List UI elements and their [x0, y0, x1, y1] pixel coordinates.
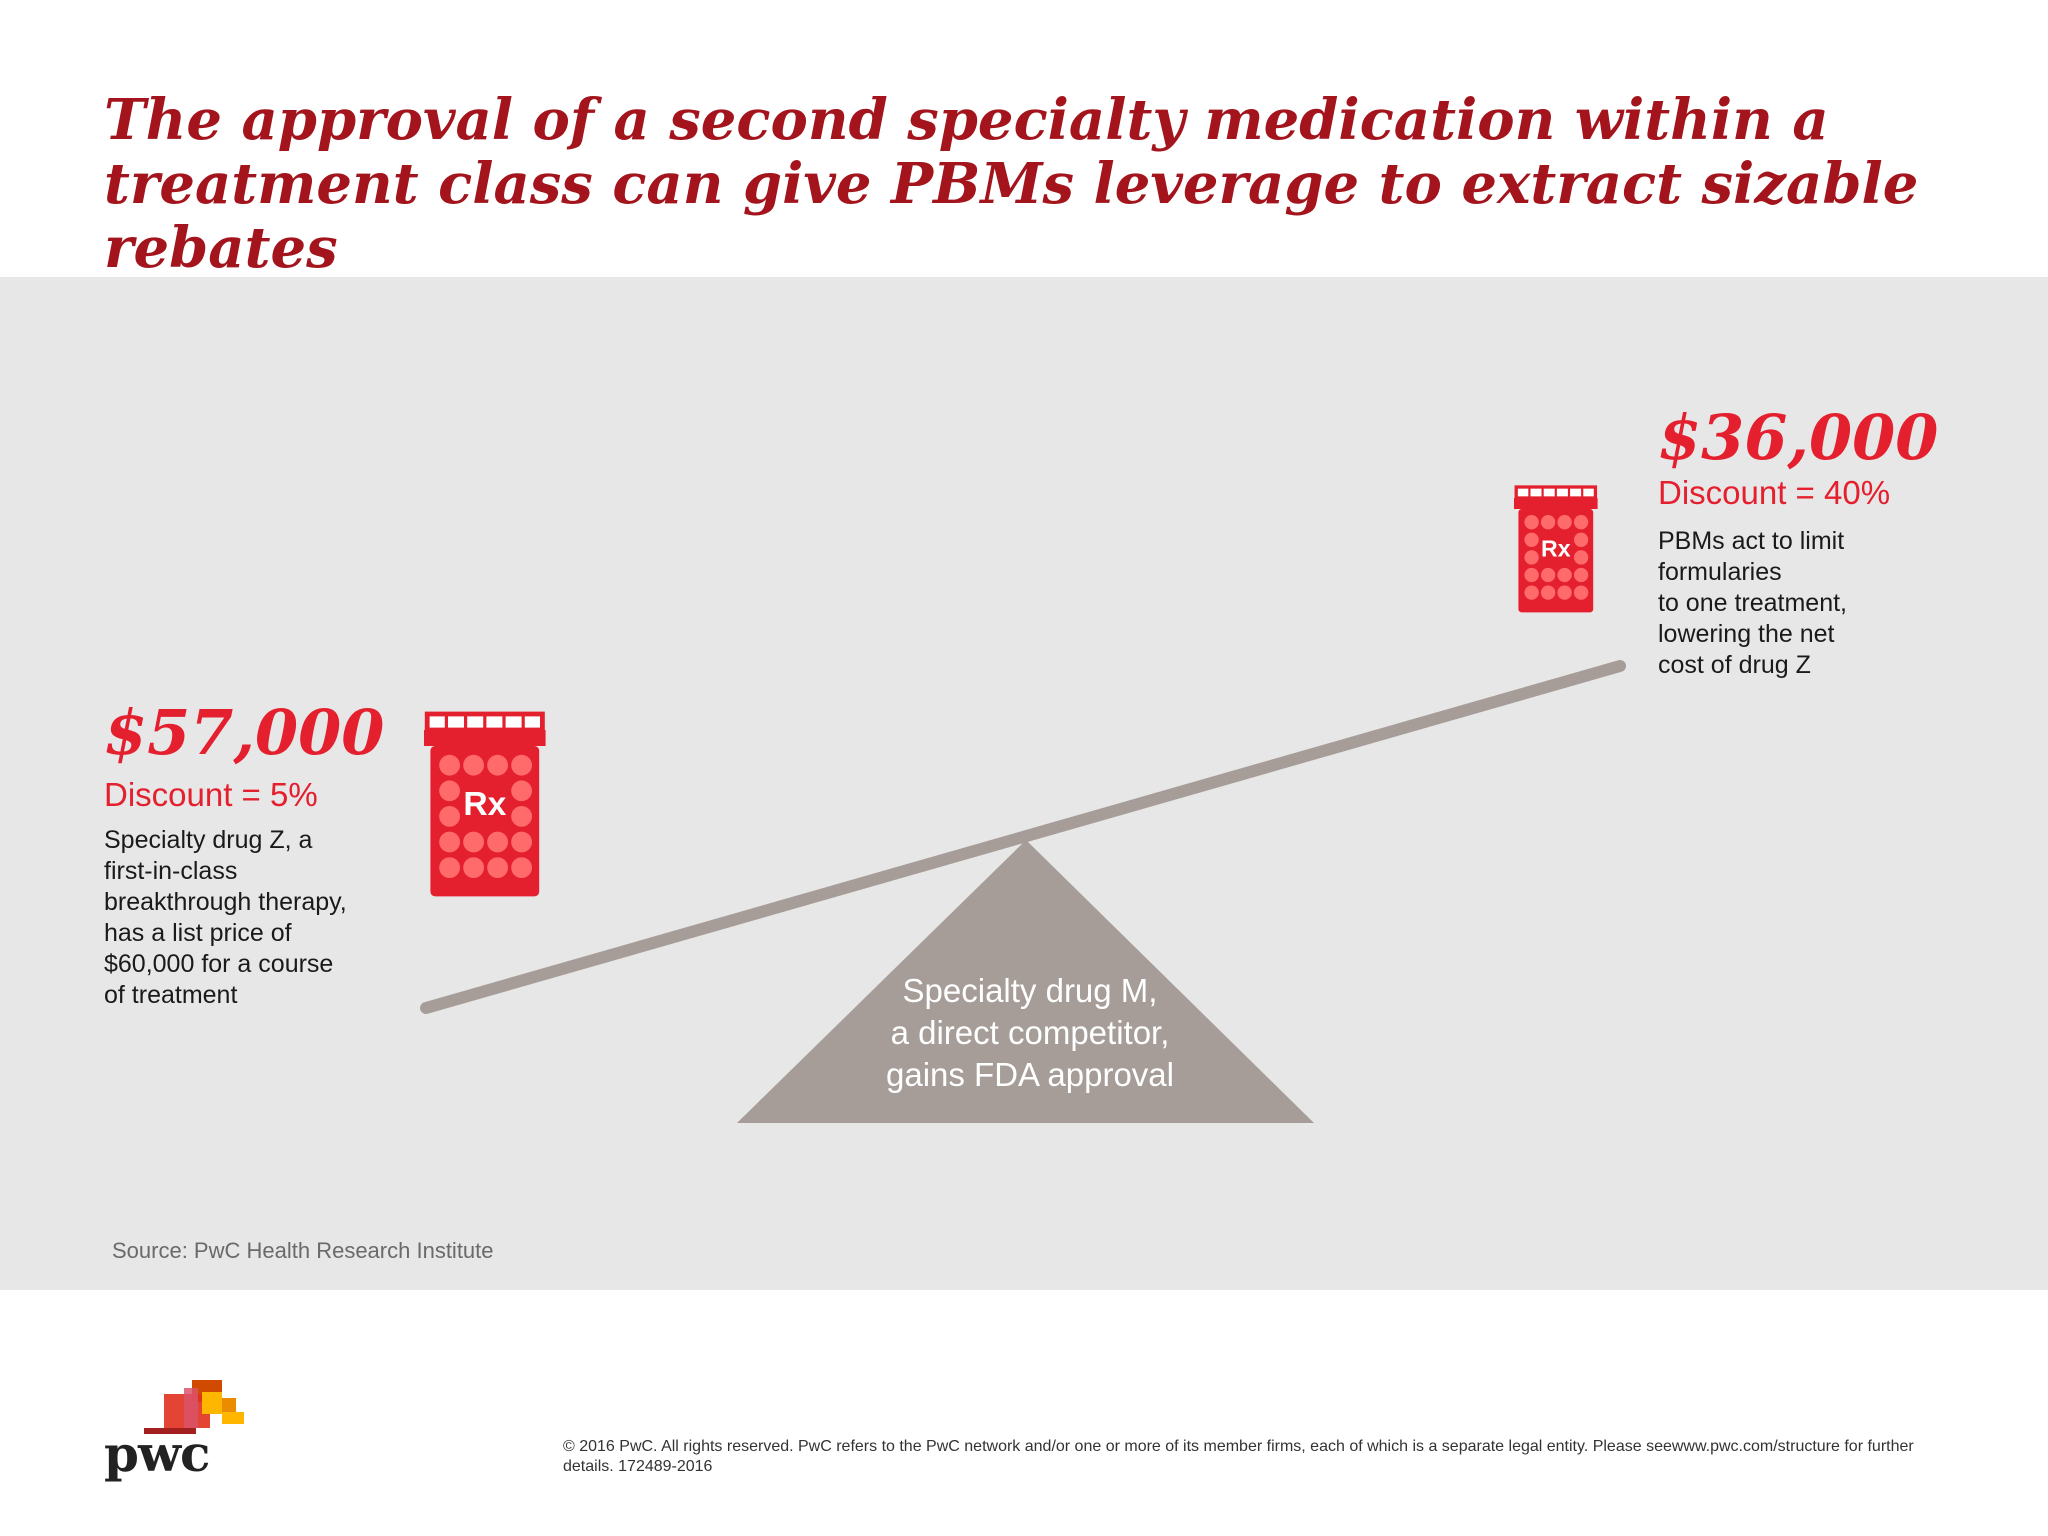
right-description: PBMs act to limit formularies to one tre… — [1658, 527, 1848, 679]
left-price: $57,000 — [104, 696, 385, 769]
left-discount: Discount = 5% — [104, 776, 318, 813]
right-discount: Discount = 40% — [1658, 474, 1891, 511]
pwc-logo-squares — [144, 1380, 244, 1434]
copyright-notice: © 2016 PwC. All rights reserved. PwC ref… — [563, 1438, 1914, 1475]
page-title: The approval of a second specialty medic… — [104, 87, 1919, 281]
rx-pill-bottle-icon: Rx — [424, 711, 546, 897]
fulcrum-label: Specialty drug M, a direct competitor, g… — [886, 972, 1174, 1093]
pwc-logo: pwc — [104, 1380, 254, 1486]
right-price: $36,000 — [1658, 401, 1939, 474]
fulcrum-triangle — [737, 840, 1314, 1123]
left-description: Specialty drug Z, a first-in-class break… — [104, 826, 347, 1009]
right-bottle-label: Rx — [1541, 535, 1571, 561]
seesaw-diagram: Rx Rx — [420, 485, 1626, 1123]
seesaw-beam — [420, 660, 1626, 1014]
pwc-logo-text: pwc — [104, 1424, 210, 1483]
source-note: Source: PwC Health Research Institute — [112, 1238, 494, 1263]
rx-pill-bottle-icon: Rx — [1514, 485, 1598, 613]
left-bottle-label: Rx — [463, 786, 506, 823]
